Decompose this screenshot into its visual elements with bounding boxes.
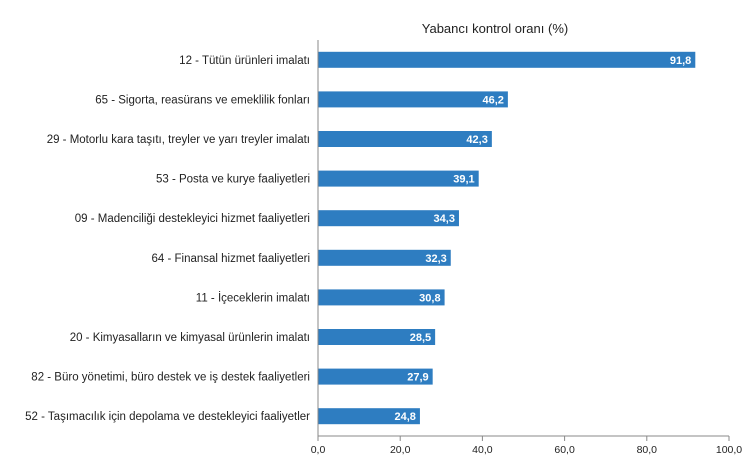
data-label: 28,5 (410, 332, 431, 344)
x-tick-label: 60,0 (554, 444, 575, 456)
data-label: 24,8 (395, 411, 416, 423)
category-label: 82 - Büro yönetimi, büro destek ve iş de… (31, 372, 310, 384)
x-tick-label: 20,0 (390, 444, 411, 456)
category-label: 20 - Kimyasalların ve kimyasal ürünlerin… (70, 332, 310, 344)
category-label: 11 - İçeceklerin imalatı (196, 291, 310, 304)
bar (318, 210, 459, 227)
bar (318, 91, 508, 108)
x-axis: 0,0 20,0 40,0 60,0 80,0 100,0 (311, 40, 742, 456)
bars-layer: 12 - Tütün ürünleri imalatı 91,8 65 - Sigo… (25, 51, 696, 425)
data-label: 34,3 (434, 213, 455, 225)
category-label: 53 - Posta ve kurye faaliyetleri (156, 174, 310, 186)
bar (318, 170, 479, 187)
x-tick-label: 100,0 (716, 444, 742, 456)
bar (318, 368, 433, 385)
data-label: 32,3 (425, 253, 446, 265)
data-label: 39,1 (453, 174, 474, 186)
bar (318, 329, 436, 345)
category-label: 09 - Madenciliği destekleyici hizmet faa… (75, 213, 310, 225)
data-label: 46,2 (482, 94, 503, 106)
category-label: 12 - Tütün ürünleri imalatı (179, 55, 310, 67)
data-label: 42,3 (466, 134, 487, 146)
x-tick-label: 80,0 (637, 444, 658, 456)
bar (318, 289, 445, 306)
chart-title: Yabancı kontrol oranı (%) (422, 21, 568, 36)
data-label: 30,8 (419, 292, 440, 304)
x-tick-label: 0,0 (311, 444, 326, 456)
bar (318, 51, 696, 68)
category-label: 52 - Taşımacılık için depolama ve destek… (25, 411, 310, 423)
bar (318, 408, 420, 425)
category-label: 29 - Motorlu kara taşıtı, treyler ve yar… (47, 134, 310, 146)
x-tick-label: 40,0 (472, 444, 493, 456)
bar (318, 249, 451, 266)
bar (318, 131, 492, 147)
category-label: 65 - Sigorta, reasürans ve emeklilik fon… (95, 94, 310, 106)
data-label: 91,8 (670, 55, 691, 67)
data-label: 27,9 (407, 372, 428, 384)
category-label: 64 - Finansal hizmet faaliyetleri (151, 253, 310, 265)
